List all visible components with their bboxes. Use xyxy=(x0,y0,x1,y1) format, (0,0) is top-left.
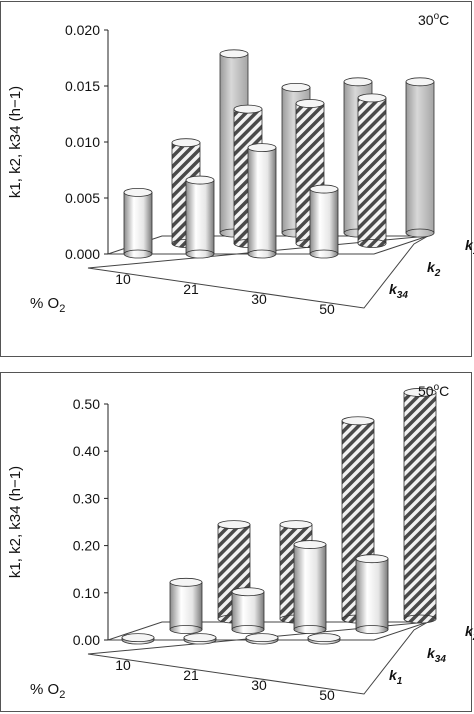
bar-base xyxy=(247,249,277,259)
bar-body xyxy=(185,179,215,255)
bar-body xyxy=(169,581,203,630)
bar-k2-50 xyxy=(357,93,387,248)
y-tick-label: 0.005 xyxy=(65,190,100,206)
bar-top xyxy=(219,49,249,59)
bar-base xyxy=(169,625,203,634)
x-axis-title: % O2 xyxy=(30,681,65,701)
bar-base xyxy=(405,228,435,238)
bar-top xyxy=(245,633,279,643)
bar-k34-50 xyxy=(309,184,339,259)
x-category-label: 50 xyxy=(319,301,335,317)
bar-k2-50 xyxy=(403,388,437,624)
bar-top xyxy=(247,143,277,153)
chart-0: 0.000 0.005 0.010 0.015 0.020 10 21 30 50 k34 k2 k1… xyxy=(7,11,474,317)
y-tick-label: 0.10 xyxy=(73,585,100,601)
bar-top xyxy=(183,633,217,643)
bar-top xyxy=(343,77,373,87)
series-label-k2: k2 xyxy=(427,259,441,279)
y-tick-label: 0.015 xyxy=(65,78,100,94)
bar-top xyxy=(293,540,327,549)
bar-top xyxy=(169,577,203,587)
bar-top xyxy=(171,138,201,148)
bar-top xyxy=(403,388,437,397)
temperature-annotation: 30oC xyxy=(418,11,449,28)
chart-panel-30c xyxy=(0,1,472,357)
x-category-label: 21 xyxy=(183,281,199,297)
bar-top xyxy=(405,77,435,87)
bar-top xyxy=(309,184,339,194)
y-tick-label: 0.20 xyxy=(73,538,100,554)
bar-top xyxy=(185,175,215,185)
chart-1: 0.00 0.10 0.20 0.30 0.40 0.50 10 21 30 50 k1 k34 k2 5… xyxy=(7,382,474,703)
x-category-label: 21 xyxy=(183,667,199,683)
bar-base xyxy=(185,249,215,259)
bar-top xyxy=(231,587,265,597)
bar-top xyxy=(355,554,389,564)
bar-k34-30 xyxy=(247,143,277,259)
bar-k1-50 xyxy=(405,77,435,238)
y-tick-label: 0.000 xyxy=(65,246,100,262)
bar-k34-10 xyxy=(123,187,153,259)
series-label-k1: k1 xyxy=(465,237,474,257)
y-tick-label: 0.40 xyxy=(73,443,100,459)
bar-base xyxy=(403,614,437,624)
bar-k1-50 xyxy=(307,633,341,645)
y-tick-label: 0.020 xyxy=(65,22,100,38)
bar-body xyxy=(231,591,265,630)
bar-k34-10 xyxy=(169,577,203,634)
bar-base xyxy=(309,249,339,259)
series-label-k2: k2 xyxy=(465,623,474,643)
bar-top xyxy=(281,83,311,92)
bar-k1-30 xyxy=(245,633,279,645)
y-axis-title: k1, k2, k34 (h−1) xyxy=(7,86,24,198)
bar-body xyxy=(309,188,339,255)
bar-base xyxy=(123,249,153,259)
series-label-k1: k1 xyxy=(389,667,403,687)
y-tick-label: 0.30 xyxy=(73,490,100,506)
series-label-k34: k34 xyxy=(389,281,408,301)
bar-top xyxy=(357,93,387,103)
bar-top xyxy=(121,633,155,643)
bar-top xyxy=(341,416,375,426)
x-category-label: 30 xyxy=(251,291,267,307)
y-tick-label: 0.00 xyxy=(73,632,100,648)
bar-k1-10 xyxy=(121,633,155,645)
bar-body xyxy=(403,392,437,620)
x-category-label: 10 xyxy=(115,271,131,287)
x-category-label: 50 xyxy=(319,687,335,703)
y-tick-label: 0.50 xyxy=(73,396,100,412)
bar-body xyxy=(355,558,389,630)
bar-body xyxy=(405,81,435,234)
bar-body xyxy=(247,147,277,255)
bar-k34-50 xyxy=(355,554,389,634)
bar-body xyxy=(357,97,387,244)
x-category-label: 30 xyxy=(251,677,267,693)
series-label-k34: k34 xyxy=(427,645,446,665)
bar-top xyxy=(217,520,251,529)
bar-k34-21 xyxy=(231,587,265,634)
y-axis-title: k1, k2, k34 (h−1) xyxy=(7,466,24,578)
bar-base xyxy=(357,239,387,248)
bar-top xyxy=(295,99,325,108)
bar-top xyxy=(123,187,153,197)
bar-k34-21 xyxy=(185,175,215,259)
bar-k1-21 xyxy=(183,633,217,645)
y-tick-label: 0.010 xyxy=(65,134,100,150)
bar-k34-30 xyxy=(293,540,327,634)
bar-body xyxy=(293,544,327,630)
temperature-annotation: 50oC xyxy=(418,382,449,399)
bar-body xyxy=(123,191,153,255)
bar-top xyxy=(307,633,341,643)
x-category-label: 10 xyxy=(115,657,131,673)
chart-panel-50c xyxy=(0,372,472,712)
bar-base xyxy=(293,625,327,634)
bar-top xyxy=(233,104,263,114)
bar-base xyxy=(231,625,265,634)
x-axis-title: % O2 xyxy=(30,295,65,315)
bar-base xyxy=(355,625,389,634)
bar-top xyxy=(279,520,313,529)
